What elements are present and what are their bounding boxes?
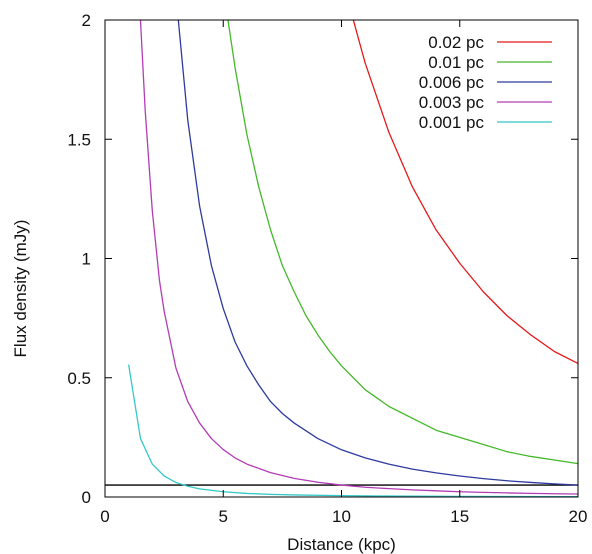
x-tick-label: 20	[569, 507, 588, 526]
plot-frame	[104, 19, 579, 498]
legend-label: 0.02 pc	[428, 33, 484, 52]
legend-label: 0.006 pc	[419, 73, 485, 92]
y-tick-label: 2	[82, 11, 91, 30]
legend-label: 0.003 pc	[419, 93, 485, 112]
series-line-3	[139, 20, 578, 495]
x-tick-label: 15	[450, 507, 469, 526]
x-tick-label: 0	[100, 507, 109, 526]
series-line-0	[352, 20, 578, 365]
y-tick-label: 0	[82, 488, 91, 507]
series-line-4	[128, 364, 578, 497]
x-axis-label: Distance (kpc)	[287, 535, 396, 554]
y-tick-label: 1.5	[67, 130, 91, 149]
series-line-1	[227, 20, 578, 465]
y-tick-label: 1	[82, 250, 91, 269]
legend: 0.02 pc0.01 pc0.006 pc0.003 pc0.001 pc	[419, 33, 552, 132]
y-tick-label: 0.5	[67, 369, 91, 388]
legend-label: 0.01 pc	[428, 53, 484, 72]
x-tick-label: 10	[332, 507, 351, 526]
series-line-2	[177, 20, 578, 486]
ticks-layer: 0 5 10 15 20 0 0.5 1 1.5 2	[67, 11, 587, 526]
x-tick-label: 5	[219, 507, 228, 526]
y-axis-label: Flux density (mJy)	[11, 220, 30, 358]
plot-border	[104, 19, 579, 498]
legend-label: 0.001 pc	[419, 113, 485, 132]
plot-lines	[105, 20, 578, 497]
